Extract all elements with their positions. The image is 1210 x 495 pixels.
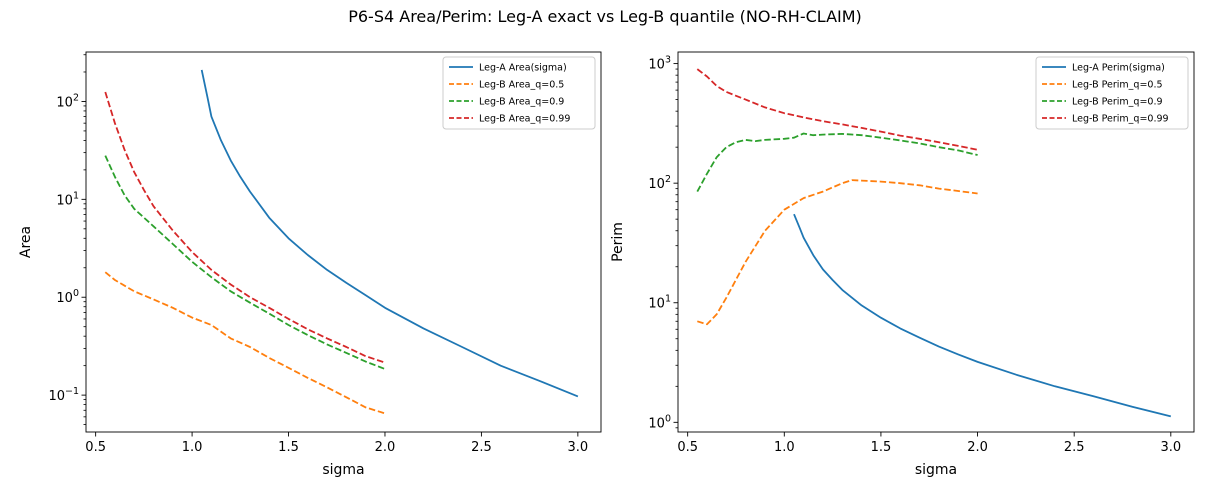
x-tick-label: 3.0 bbox=[568, 440, 589, 455]
series-group bbox=[104, 69, 579, 415]
y-tick-label: 10−1 bbox=[48, 386, 79, 404]
legend-label: Leg-B Perim_q=0.9 bbox=[1072, 97, 1163, 108]
y-tick-label: 102 bbox=[56, 92, 79, 110]
series-line-1 bbox=[200, 69, 579, 398]
x-tick-label: 2.5 bbox=[471, 440, 492, 455]
y-tick-label: 101 bbox=[648, 294, 671, 312]
x-tick-label: 3.0 bbox=[1160, 440, 1181, 455]
x-tick-label: 1.5 bbox=[278, 440, 299, 455]
y-tick-label: 100 bbox=[56, 288, 79, 306]
x-tick-label: 2.0 bbox=[375, 440, 396, 455]
series-line-3 bbox=[696, 132, 978, 193]
series-line-2 bbox=[104, 271, 386, 415]
legend-box bbox=[442, 56, 596, 130]
legend-label: Leg-A Perim(sigma) bbox=[1072, 63, 1165, 74]
y-tick-label: 100 bbox=[648, 413, 671, 431]
chart-panel-2: 100 101 102 103 0.5 1.0 1.5 2.0 2.5 3.0 sigma Perim… bbox=[610, 51, 1195, 478]
legend-label: Leg-B Perim_q=0.99 bbox=[1072, 114, 1169, 125]
x-tick-label: 2.5 bbox=[1064, 440, 1085, 455]
series-line-1 bbox=[793, 213, 1172, 418]
series-line-3 bbox=[104, 155, 386, 370]
x-axis-label: sigma bbox=[322, 462, 364, 478]
legend-label: Leg-B Area_q=0.5 bbox=[479, 80, 564, 91]
legend-box bbox=[1035, 56, 1189, 130]
legend-label: Leg-A Area(sigma) bbox=[479, 63, 567, 74]
x-tick-label: 1.5 bbox=[871, 440, 892, 455]
y-tick-label: 101 bbox=[56, 190, 79, 208]
y-tick-label: 102 bbox=[648, 174, 671, 192]
x-tick-label: 0.5 bbox=[85, 440, 106, 455]
series-line-2 bbox=[697, 179, 978, 326]
series-group bbox=[696, 68, 1172, 418]
x-tick-label: 1.0 bbox=[774, 440, 795, 455]
x-tick-label: 2.0 bbox=[967, 440, 988, 455]
x-tick-label: 1.0 bbox=[182, 440, 203, 455]
x-tick-label: 0.5 bbox=[677, 440, 698, 455]
series-line-4 bbox=[696, 68, 978, 151]
legend: Leg-A Area(sigma) Leg-B Area_q=0.5 Leg-B A… bbox=[442, 56, 596, 130]
legend-label: Leg-B Perim_q=0.5 bbox=[1072, 80, 1163, 91]
x-axis-label: sigma bbox=[915, 462, 957, 478]
plot-frame bbox=[85, 51, 602, 433]
series-line-4 bbox=[104, 91, 386, 364]
legend-label: Leg-B Area_q=0.99 bbox=[479, 114, 570, 125]
legend: Leg-A Perim(sigma) Leg-B Perim_q=0.5 Leg-B… bbox=[1035, 56, 1189, 130]
y-axis-label: Perim bbox=[610, 222, 626, 262]
y-axis-label: Area bbox=[18, 226, 34, 258]
y-tick-label: 103 bbox=[648, 55, 671, 73]
legend-label: Leg-B Area_q=0.9 bbox=[479, 97, 564, 108]
chart-panel-1: 10−1 100 101 102 0.5 1.0 1.5 2.0 2.5 3.0 sigma Area… bbox=[18, 51, 602, 478]
figure-title: P6-S4 Area/Perim: Leg-A exact vs Leg-B q… bbox=[348, 7, 862, 26]
plot-frame bbox=[677, 51, 1195, 433]
